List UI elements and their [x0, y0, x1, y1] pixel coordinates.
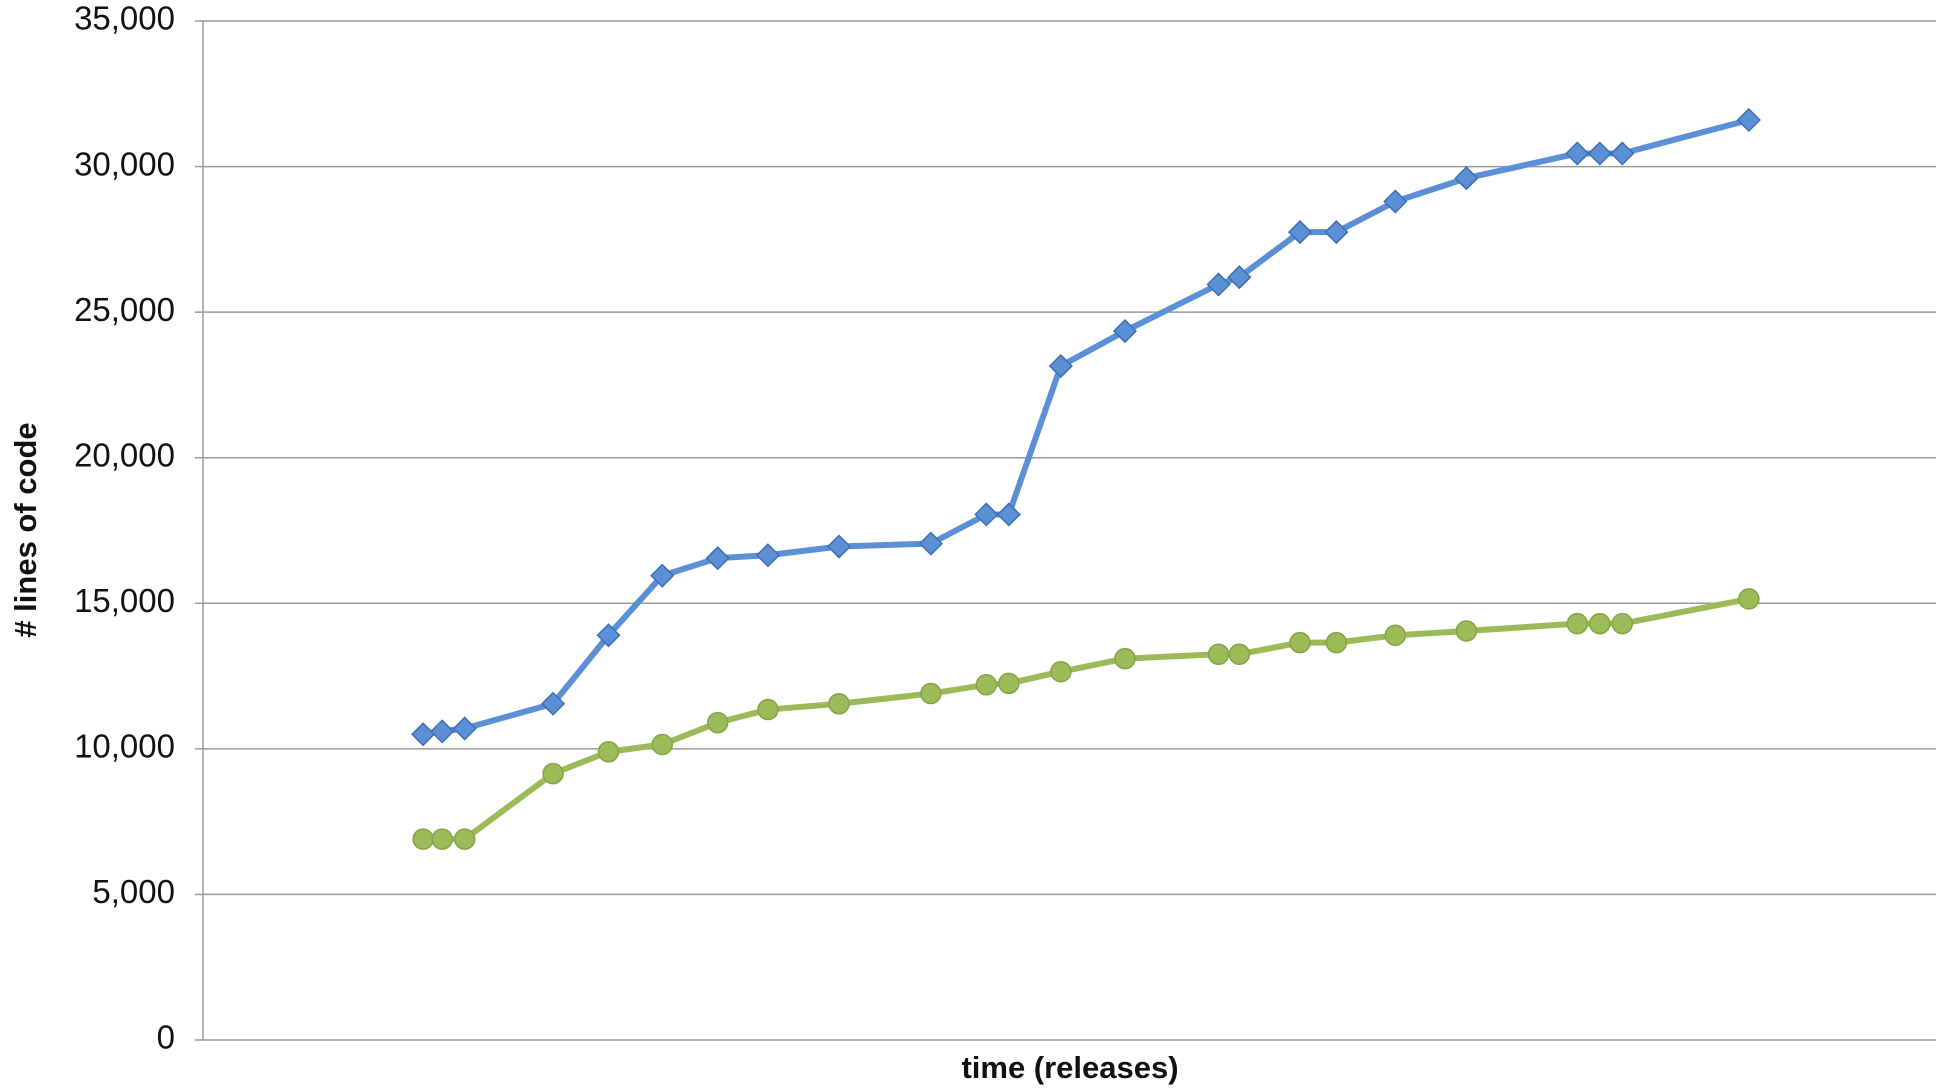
point: [1566, 142, 1588, 164]
point: [1290, 633, 1310, 653]
point: [455, 829, 475, 849]
y-tick-label: 35,000: [74, 0, 175, 37]
y-tick-label: 15,000: [74, 582, 175, 619]
y-tick-label: 20,000: [74, 436, 175, 473]
point: [921, 684, 941, 704]
point: [1455, 167, 1477, 189]
series-line: [423, 120, 1749, 734]
point: [1326, 633, 1346, 653]
point: [1208, 273, 1230, 295]
point: [1589, 142, 1611, 164]
point: [413, 829, 433, 849]
point: [412, 723, 434, 745]
point: [920, 533, 942, 555]
y-tick-label: 5,000: [92, 873, 175, 910]
point: [999, 673, 1019, 693]
point: [707, 547, 729, 569]
point: [829, 694, 849, 714]
point: [1114, 320, 1136, 342]
point: [431, 720, 453, 742]
point: [1567, 614, 1587, 634]
series-line: [423, 599, 1749, 839]
point: [708, 713, 728, 733]
point: [543, 764, 563, 784]
y-axis-title: # lines of code: [8, 422, 43, 637]
point: [976, 675, 996, 695]
point: [652, 734, 672, 754]
point: [599, 742, 619, 762]
y-tick-label: 30,000: [74, 145, 175, 182]
point: [1612, 614, 1632, 634]
point: [1738, 109, 1760, 131]
point: [1384, 191, 1406, 213]
point: [1051, 662, 1071, 682]
point: [757, 544, 779, 566]
point: [1385, 625, 1405, 645]
chart: time (releases) # lines of code 0 5,000 10…: [0, 0, 1940, 1088]
point: [1050, 355, 1072, 377]
point: [454, 717, 476, 739]
point: [975, 503, 997, 525]
point: [1456, 621, 1476, 641]
point: [758, 700, 778, 720]
point: [1739, 589, 1759, 609]
point: [432, 829, 452, 849]
point: [998, 503, 1020, 525]
point: [1325, 221, 1347, 243]
point: [1115, 649, 1135, 669]
point: [828, 536, 850, 558]
point: [1590, 614, 1610, 634]
y-tick-label: 0: [157, 1019, 175, 1056]
point: [1611, 142, 1633, 164]
y-tick-label: 25,000: [74, 291, 175, 328]
point: [1229, 644, 1249, 664]
y-tick-label: 10,000: [74, 728, 175, 765]
x-axis-title: time (releases): [961, 1050, 1178, 1085]
point: [1209, 644, 1229, 664]
